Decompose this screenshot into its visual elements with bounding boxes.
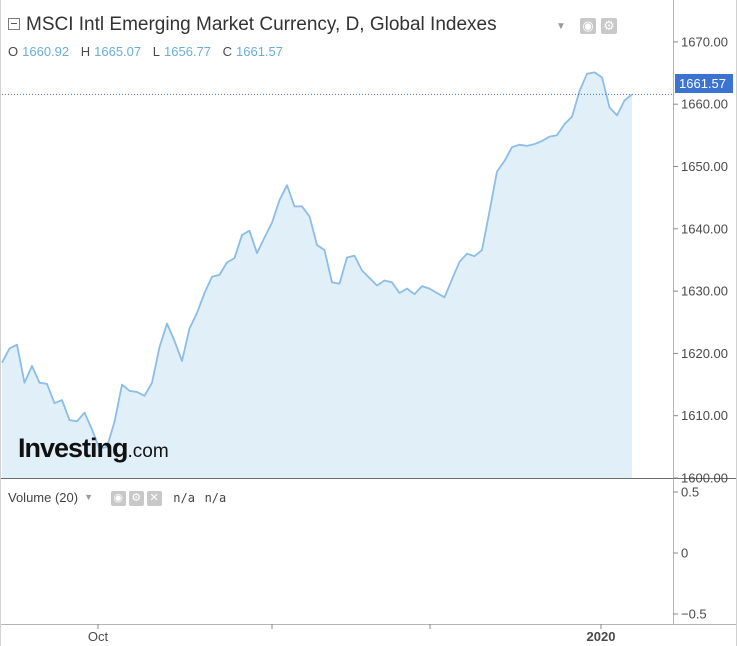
x-tick-label: 2020 [587,629,616,644]
close-icon[interactable]: ✕ [146,491,162,507]
volume-tick-label: −0.5 [681,607,707,622]
y-tick-label: 1670.00 [681,34,728,49]
investing-logo: Investing.com [18,433,169,464]
last-price-label: 1661.57 [675,74,733,93]
volume-value-1: n/a [173,491,195,505]
ohlc-high-value: 1665.07 [94,44,142,59]
x-tick-label: Oct [88,629,109,644]
volume-label: Volume (20) [8,490,79,505]
visibility-icon[interactable]: ◉ [110,491,126,507]
chevron-down-icon[interactable]: ▼ [556,21,566,32]
ohlc-open-key: O [8,44,19,59]
y-tick-label: 1660.00 [681,97,728,112]
y-tick-label: 1640.00 [681,221,728,236]
ohlc-readout: O 1660.92 H 1665.07 L 1656.77 C 1661.57 [8,44,291,59]
ohlc-low-value: 1656.77 [164,44,211,59]
y-tick-label: 1610.00 [681,408,728,423]
settings-icon[interactable]: ⚙ [128,491,144,507]
y-tick-label: 1620.00 [681,346,728,361]
volume-value-2: n/a [204,491,227,505]
chevron-down-icon[interactable]: ▼ [84,492,94,502]
y-tick-label: 1630.00 [681,284,728,299]
y-tick-label: 1650.00 [681,159,728,174]
visibility-icon[interactable]: ◉ [580,18,596,34]
price-line [1,71,633,450]
ohlc-close-key: C [222,44,233,59]
y-tick-label: 1600.00 [681,471,728,486]
ohlc-close-value: 1661.57 [236,44,284,59]
settings-icon[interactable]: ⚙ [601,18,617,34]
logo-text: Investing [18,433,129,463]
logo-suffix: .com [127,441,169,462]
ohlc-low-key: L [152,44,160,59]
chart-title: MSCI Intl Emerging Market Currency, D, G… [26,14,497,35]
price-area [2,72,632,479]
volume-tick-label: 0.5 [681,485,699,500]
collapse-icon[interactable] [8,18,20,30]
volume-tick-label: 0 [681,546,688,561]
ohlc-high-key: H [80,44,91,59]
ohlc-open-value: 1660.92 [22,44,70,59]
volume-legend: Volume (20) ▼ ◉ ⚙ ✕ n/a n/a [8,490,227,507]
